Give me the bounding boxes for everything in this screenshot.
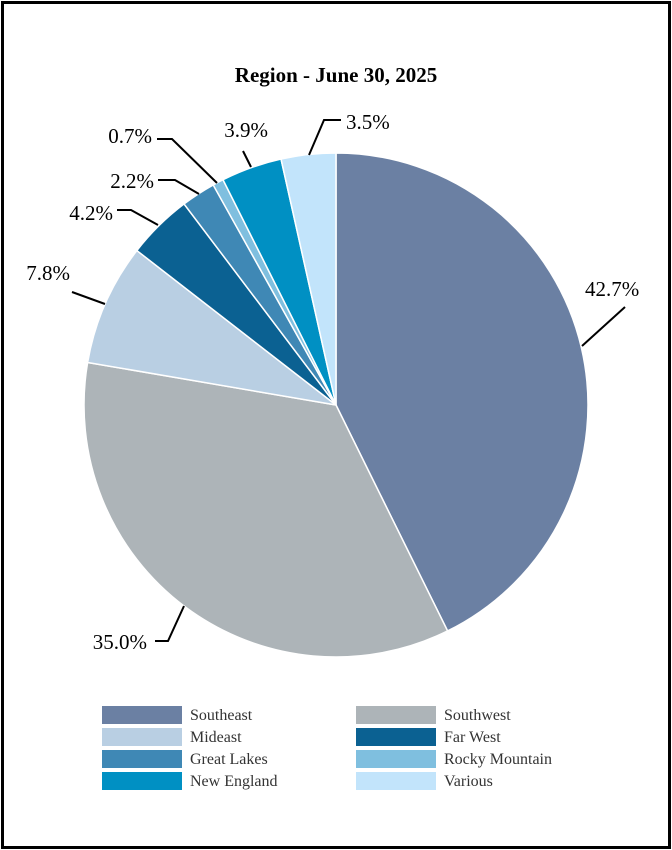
leader-line-rocky-mountain — [157, 138, 218, 184]
data-label-southeast: 42.7% — [585, 277, 639, 301]
data-label-southwest: 35.0% — [93, 630, 147, 654]
legend-label-rocky-mountain: Rocky Mountain — [444, 751, 552, 768]
legend-swatch-new-england — [102, 772, 182, 790]
legend-swatch-mideast — [102, 728, 182, 746]
legend-item-great-lakes: Great Lakes — [102, 750, 268, 768]
leader-line-mideast — [71, 291, 106, 305]
leader-line-great-lakes — [158, 179, 200, 195]
leader-line-far-west — [117, 209, 159, 226]
legend-label-far-west: Far West — [444, 729, 501, 746]
legend-label-mideast: Mideast — [190, 729, 242, 746]
legend-label-various: Various — [444, 773, 493, 790]
legend-swatch-great-lakes — [102, 750, 182, 768]
legend-label-great-lakes: Great Lakes — [190, 751, 268, 768]
leader-lines — [71, 119, 626, 642]
data-label-far-west: 4.2% — [69, 201, 113, 225]
pie-slice-southwest — [83, 361, 449, 658]
leader-line-southeast — [581, 306, 626, 347]
legend-swatch-rocky-mountain — [356, 750, 436, 768]
pie-slices — [83, 152, 589, 658]
data-label-great-lakes: 2.2% — [110, 169, 154, 193]
leader-line-various — [308, 119, 341, 156]
legend-swatch-far-west — [356, 728, 436, 746]
legend-swatch-various — [356, 772, 436, 790]
chart-title: Region - June 30, 2025 — [235, 63, 437, 87]
pie-slice-mideast — [86, 249, 337, 406]
legend-label-southeast: Southeast — [190, 707, 253, 724]
legend-swatch-southwest — [356, 706, 436, 724]
legend-label-new-england: New England — [190, 773, 278, 790]
legend-item-rocky-mountain: Rocky Mountain — [356, 750, 552, 768]
legend-item-various: Various — [356, 772, 493, 790]
data-label-new-england: 3.9% — [224, 118, 268, 142]
legend-item-far-west: Far West — [356, 728, 501, 746]
data-label-rocky-mountain: 0.7% — [108, 124, 152, 148]
leader-line-new-england — [242, 150, 252, 168]
legend-swatch-southeast — [102, 706, 182, 724]
data-label-various: 3.5% — [346, 110, 390, 134]
data-labels: 42.7% 35.0% 7.8% 4.2% 2.2% 0.7% 3.9% 3.5% — [26, 110, 639, 654]
legend: Southeast Southwest Mideast Far West Great L… — [102, 706, 552, 790]
legend-item-southeast: Southeast — [102, 706, 253, 724]
legend-item-southwest: Southwest — [356, 706, 511, 724]
data-label-mideast: 7.8% — [26, 261, 70, 285]
legend-item-mideast: Mideast — [102, 728, 242, 746]
leader-line-southwest — [155, 605, 185, 642]
legend-label-southwest: Southwest — [444, 707, 511, 724]
legend-item-new-england: New England — [102, 772, 278, 790]
pie-slice-southeast — [335, 152, 589, 632]
